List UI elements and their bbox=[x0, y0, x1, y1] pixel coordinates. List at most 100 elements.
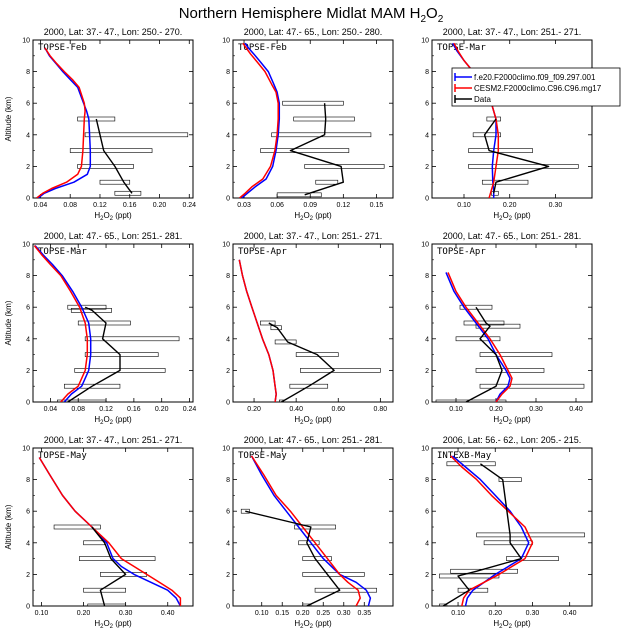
panel-title: 2000, Lat: 47.- 65., Lon: 251.- 281. bbox=[443, 231, 582, 241]
x-tick-label: 0.20 bbox=[77, 610, 91, 617]
obs-range-box bbox=[294, 524, 336, 530]
x-tick-label: 0.15 bbox=[275, 610, 289, 617]
y-axis-label: Altitude (km) bbox=[4, 504, 13, 549]
obs-range-box bbox=[83, 540, 105, 546]
x-tick-label: 0.10 bbox=[35, 610, 49, 617]
y-tick-label: 0 bbox=[26, 196, 30, 203]
figure-title: Northern Hemisphere Midlat MAM H2O2 bbox=[179, 5, 444, 25]
x-tick-label: 0.60 bbox=[331, 406, 345, 413]
campaign-label: TOPSE-May bbox=[38, 451, 87, 461]
panel-title: 2000, Lat: 37.- 47., Lon: 251.- 271. bbox=[44, 435, 183, 445]
obs-range-box bbox=[84, 132, 189, 138]
obs-range-box bbox=[475, 323, 521, 329]
obs-range-box bbox=[77, 164, 134, 169]
y-axis-label: Altitude (km) bbox=[4, 96, 13, 141]
y-tick-label: 2 bbox=[26, 368, 30, 375]
y-tick-label: 4 bbox=[226, 336, 230, 343]
x-tick-label: 0.20 bbox=[489, 406, 503, 413]
y-tick-label: 6 bbox=[26, 101, 30, 108]
obs-range-box bbox=[483, 540, 533, 546]
y-tick-label: 0 bbox=[26, 604, 30, 611]
x-tick-label: 0.30 bbox=[549, 202, 563, 209]
x-axis-label: H2O2 (ppt) bbox=[493, 211, 531, 222]
y-axis-label: Altitude (km) bbox=[4, 300, 13, 345]
y-tick-label: 6 bbox=[226, 509, 230, 516]
obs-range-box bbox=[240, 508, 250, 514]
x-tick-label: 0.10 bbox=[457, 202, 471, 209]
x-tick-label: 0.35 bbox=[357, 610, 371, 617]
plot-area bbox=[36, 47, 189, 198]
x-tick-label: 0.06 bbox=[270, 202, 284, 209]
x-tick-label: 0.20 bbox=[153, 202, 167, 209]
model-1-line bbox=[452, 455, 530, 606]
obs-range-box bbox=[506, 556, 559, 561]
x-tick-label: 0.20 bbox=[296, 610, 310, 617]
panel-title: 2000, Lat: 37.- 47., Lon: 250.- 270. bbox=[44, 27, 183, 37]
chart-panel-8: 2000, Lat: 47.- 65., Lon: 251.- 281. 0 2 4 6… bbox=[222, 435, 394, 630]
obs-range-box bbox=[459, 304, 493, 310]
plot-area bbox=[33, 245, 180, 402]
x-axis-label: H2O2 (ppt) bbox=[94, 211, 132, 222]
obs-range-box bbox=[479, 352, 553, 357]
campaign-label: TOPSE-Mar bbox=[38, 247, 87, 257]
y-tick-label: 8 bbox=[425, 69, 429, 76]
obs-range-box bbox=[276, 192, 322, 198]
y-tick-label: 8 bbox=[425, 477, 429, 484]
model-2-line bbox=[250, 455, 361, 606]
x-tick-label: 0.30 bbox=[119, 610, 133, 617]
obs-data-line bbox=[465, 306, 503, 402]
obs-range-box bbox=[67, 304, 107, 310]
panel-title: 2000, Lat: 47.- 65., Lon: 251.- 281. bbox=[244, 435, 383, 445]
chart-panel-3: 2000, Lat: 37.- 47., Lon: 251.- 271. 0 2 4 6… bbox=[421, 27, 621, 222]
obs-range-box bbox=[491, 190, 499, 196]
y-tick-label: 10 bbox=[421, 38, 429, 45]
obs-range-box bbox=[87, 603, 126, 606]
obs-range-box bbox=[84, 336, 180, 342]
plot-frame bbox=[431, 39, 593, 199]
y-tick-label: 8 bbox=[226, 69, 230, 76]
obs-range-box bbox=[99, 179, 131, 185]
model-2-line bbox=[33, 245, 89, 402]
y-tick-label: 2 bbox=[26, 164, 30, 171]
campaign-label: TOPSE-Apr bbox=[437, 247, 486, 257]
x-tick-label: 0.40 bbox=[563, 610, 577, 617]
obs-range-box bbox=[300, 368, 381, 373]
y-tick-label: 8 bbox=[226, 477, 230, 484]
x-axis-label: H2O2 (ppt) bbox=[493, 619, 531, 630]
legend-entry-label: Data bbox=[474, 95, 491, 104]
panel-title: 2000, Lat: 47.- 65., Lon: 251.- 281. bbox=[44, 231, 183, 241]
x-tick-label: 0.15 bbox=[370, 202, 384, 209]
campaign-label: TOPSE-Apr bbox=[238, 247, 287, 257]
chart-panel-2: 2000, Lat: 47.- 65., Lon: 250.- 280. 0 2 4 6… bbox=[222, 27, 394, 222]
chart-panel-1: 2000, Lat: 37.- 47., Lon: 250.- 270. 0 2 4 6… bbox=[4, 27, 196, 222]
obs-range-box bbox=[260, 148, 350, 153]
obs-range-box bbox=[114, 190, 142, 196]
chart-panel-5: 2000, Lat: 37.- 47., Lon: 251.- 271. 0 2 4 6… bbox=[222, 231, 394, 426]
plot-frame bbox=[232, 447, 394, 607]
y-tick-label: 8 bbox=[26, 273, 30, 280]
y-tick-label: 10 bbox=[22, 446, 30, 453]
obs-range-box bbox=[481, 179, 529, 185]
obs-data-line bbox=[245, 510, 341, 606]
y-tick-label: 6 bbox=[226, 305, 230, 312]
x-tick-label: 0.25 bbox=[316, 610, 330, 617]
plot-area bbox=[238, 259, 381, 402]
y-tick-label: 0 bbox=[425, 604, 429, 611]
x-tick-label: 0.20 bbox=[488, 610, 502, 617]
model-1-line bbox=[451, 42, 497, 198]
x-axis-label: H2O2 (ppt) bbox=[294, 211, 332, 222]
obs-range-box bbox=[64, 383, 121, 389]
legend-box bbox=[451, 67, 621, 107]
obs-range-box bbox=[79, 556, 156, 561]
chart-panel-4: 2000, Lat: 47.- 65., Lon: 251.- 281. 0 2 4 6… bbox=[4, 231, 196, 426]
y-tick-label: 6 bbox=[425, 509, 429, 516]
model-2-line bbox=[239, 42, 279, 198]
plot-frame bbox=[232, 39, 394, 199]
x-tick-label: 0.20 bbox=[247, 406, 261, 413]
model-2-line bbox=[38, 457, 182, 606]
panel-title: 2000, Lat: 37.- 47., Lon: 251.- 271. bbox=[443, 27, 582, 37]
plot-area bbox=[38, 457, 182, 606]
obs-range-box bbox=[84, 352, 159, 357]
panel-grid: 2000, Lat: 37.- 47., Lon: 250.- 270. 0 2 4 6… bbox=[4, 27, 621, 630]
obs-range-box bbox=[304, 164, 385, 169]
